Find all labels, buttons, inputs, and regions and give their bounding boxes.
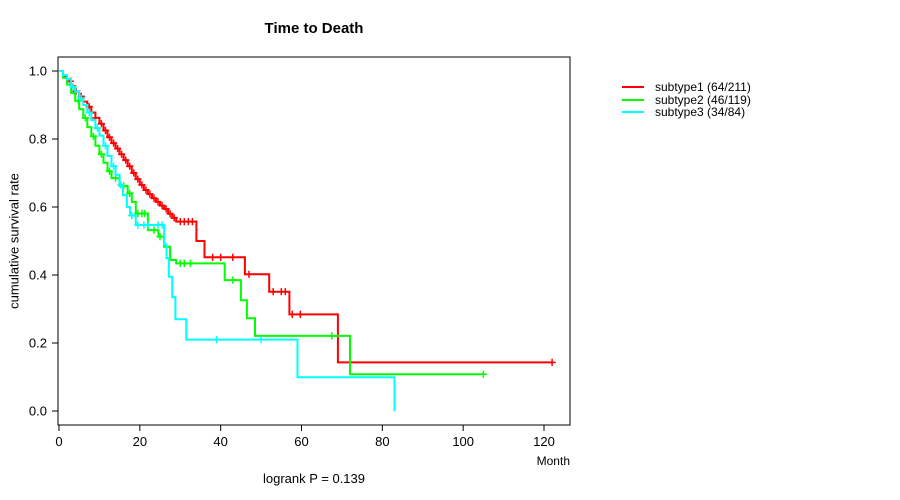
censor-mark [110,162,118,170]
x-axis-title: Month [536,454,570,468]
censor-mark [134,221,142,229]
logrank-pvalue-note: logrank P = 0.139 [262,471,366,486]
censor-mark [130,169,138,177]
censor-mark [146,190,154,198]
censor-mark [328,332,336,340]
censor-mark [144,221,152,229]
x-tick-label: 80 [375,434,389,449]
censor-mark [77,94,85,102]
censor-mark [296,310,304,318]
censor-mark [126,189,134,197]
censor-mark [158,202,166,210]
censor-mark [166,210,174,218]
censor-mark [150,226,158,234]
censor-mark [110,139,118,147]
x-tick-label: 60 [294,434,308,449]
censor-mark [162,205,170,213]
censor-mark [85,108,93,117]
censor-mark [138,181,146,189]
censor-mark [105,133,114,141]
censor-mark [150,194,158,202]
censor-mark [101,142,110,150]
censor-mark [154,198,162,206]
x-tick-label: 20 [133,434,147,449]
legend-line-swatch [622,111,644,114]
censor-mark [479,370,487,378]
legend-item-2: subtype2 (46/119) [622,92,751,107]
plot-frame [57,56,571,426]
legend-line-swatch [622,86,644,89]
censor-mark [126,162,134,170]
censor-mark [229,276,237,284]
censor-mark [128,211,136,220]
censor-mark [97,120,105,128]
x-tick-label: 100 [452,434,474,449]
censor-mark [213,336,221,344]
censor-mark [142,186,150,194]
y-axis-title: cumulative survival rate [6,173,22,309]
censor-mark [158,221,166,229]
y-tick-label: 1.0 [29,64,47,79]
censor-mark [118,150,126,158]
censor-mark [81,114,89,122]
censor-mark [114,144,122,153]
censor-mark [269,288,277,296]
censor-mark [170,214,178,222]
legend-line-swatch [622,98,644,101]
y-tick-label: 0.4 [29,268,47,283]
censor-mark [97,150,105,158]
censor-mark [281,288,289,296]
censor-mark [117,181,125,189]
x-tick-label: 120 [533,434,555,449]
censor-mark [122,156,130,164]
x-tick-label: 0 [55,434,62,449]
censor-mark [288,310,296,318]
legend-label: subtype2 (46/119) [655,92,751,107]
censor-mark [188,218,196,226]
legend-item-3: subtype3 (34/84) [622,106,751,119]
censor-mark [105,167,114,175]
x-tick-label: 40 [213,434,227,449]
censor-mark [209,253,217,261]
censor-mark [141,209,149,218]
censor-mark [257,336,265,344]
survival-curve-2 [59,70,484,376]
censor-mark [69,83,77,91]
survival-curve-3 [59,70,396,411]
censor-mark [101,126,110,135]
y-tick-label: 0.0 [29,404,47,419]
censor-mark [548,358,556,366]
censor-mark [156,233,164,241]
censor-mark [229,253,237,261]
y-tick-label: 0.6 [29,200,47,215]
legend-label: subtype3 (34/84) [655,105,746,119]
y-tick-label: 0.8 [29,132,47,147]
censor-mark [186,259,194,267]
censor-mark [134,175,142,183]
censor-mark [89,132,97,140]
y-tick-label: 0.2 [29,336,47,351]
legend: subtype1 (64/211) subtype2 (46/119) subtyp… [622,81,751,119]
chart-title: Time to Death [264,20,364,37]
legend-item-1: subtype1 (64/211) [622,81,751,94]
legend-label: subtype1 (64/211) [655,80,751,94]
censor-mark [93,124,101,132]
censor-mark [180,259,188,267]
censor-mark [245,270,253,278]
censor-mark [217,253,225,261]
survival-curve-1 [59,70,553,364]
